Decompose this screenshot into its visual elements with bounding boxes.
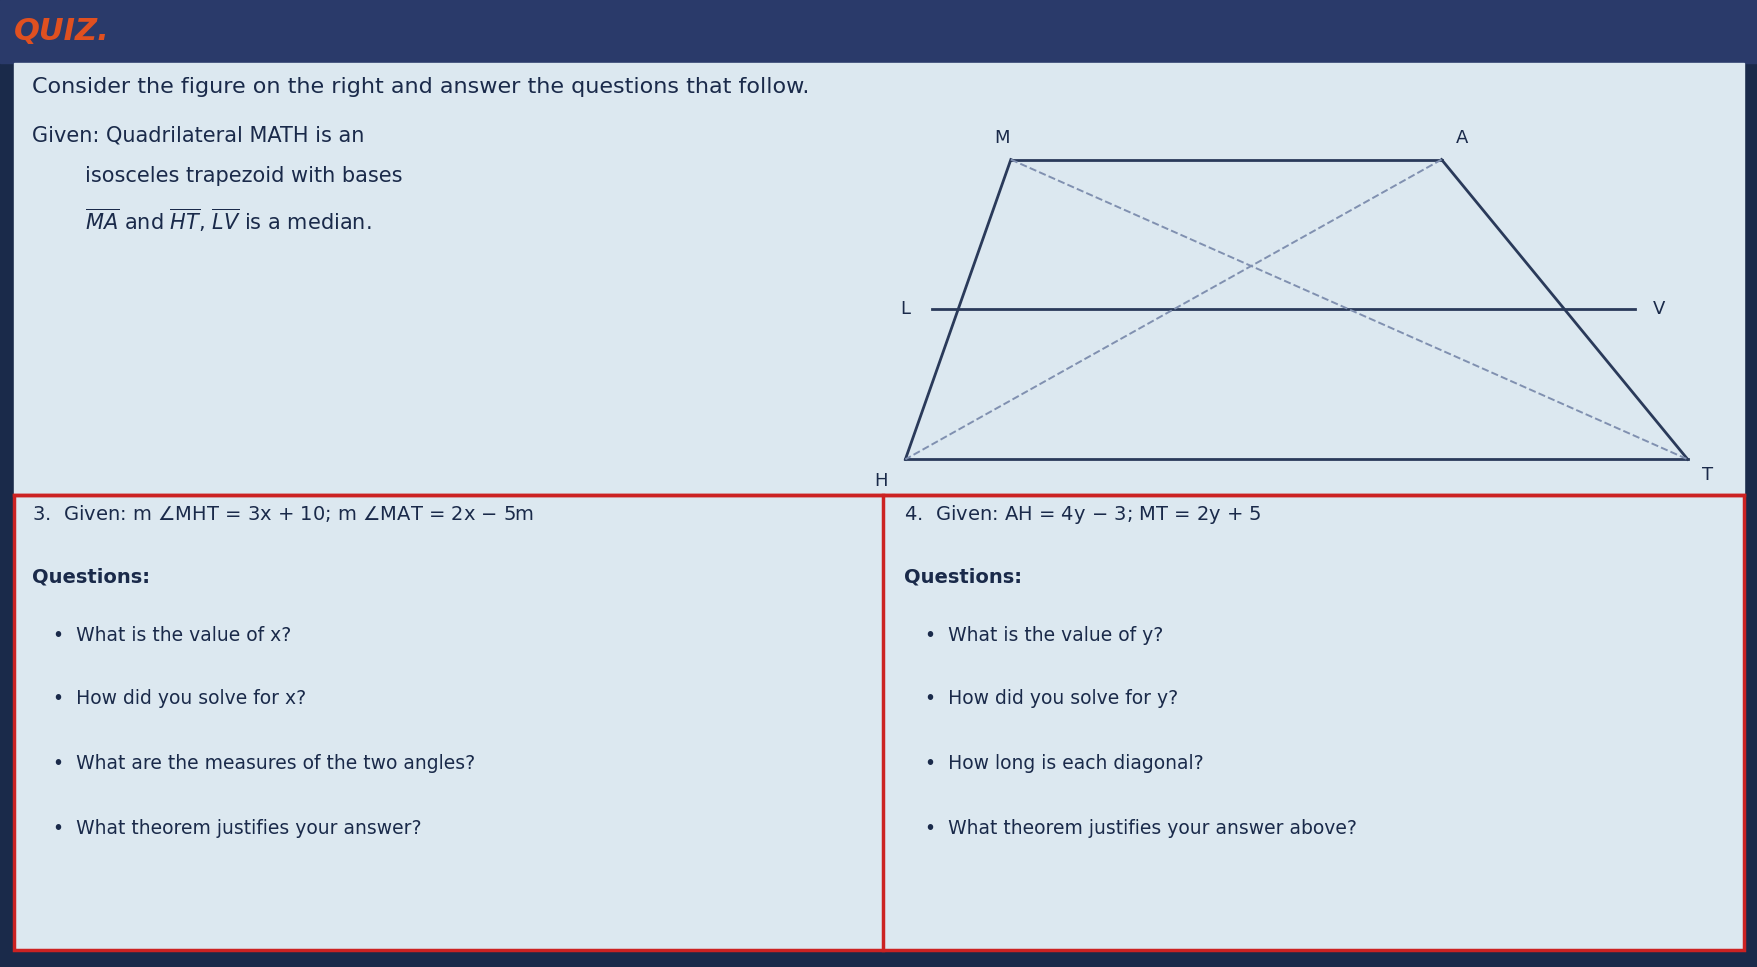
Bar bbox=[14, 495, 1743, 950]
Text: QUIZ.: QUIZ. bbox=[14, 17, 109, 46]
Text: V: V bbox=[1652, 301, 1664, 318]
Text: H: H bbox=[873, 472, 887, 490]
Text: Consider the figure on the right and answer the questions that follow.: Consider the figure on the right and ans… bbox=[32, 77, 808, 98]
Text: M: M bbox=[994, 129, 1009, 147]
Text: •  What are the measures of the two angles?: • What are the measures of the two angle… bbox=[53, 754, 474, 774]
Text: isosceles trapezoid with bases: isosceles trapezoid with bases bbox=[32, 166, 402, 187]
Text: •  What theorem justifies your answer above?: • What theorem justifies your answer abo… bbox=[924, 819, 1356, 838]
Text: Questions:: Questions: bbox=[903, 568, 1021, 587]
Text: •  How long is each diagonal?: • How long is each diagonal? bbox=[924, 754, 1202, 774]
Text: L: L bbox=[900, 301, 910, 318]
Text: •  What theorem justifies your answer?: • What theorem justifies your answer? bbox=[53, 819, 422, 838]
Text: 4.  Given: AH = 4y $-$ 3; MT = 2y + 5: 4. Given: AH = 4y $-$ 3; MT = 2y + 5 bbox=[903, 503, 1260, 526]
Text: •  How did you solve for y?: • How did you solve for y? bbox=[924, 689, 1177, 708]
Text: •  What is the value of y?: • What is the value of y? bbox=[924, 626, 1163, 645]
Text: Questions:: Questions: bbox=[32, 568, 149, 587]
Text: •  What is the value of x?: • What is the value of x? bbox=[53, 626, 292, 645]
Text: •  How did you solve for x?: • How did you solve for x? bbox=[53, 689, 306, 708]
Text: $\overline{MA}$ and $\overline{HT}$, $\overline{LV}$ is a median.: $\overline{MA}$ and $\overline{HT}$, $\o… bbox=[32, 207, 371, 234]
Text: 3.  Given: m $\angle$MHT = 3x + 10; m $\angle$MAT = 2x $-$ 5m: 3. Given: m $\angle$MHT = 3x + 10; m $\a… bbox=[32, 503, 534, 524]
Text: A: A bbox=[1455, 129, 1467, 147]
Text: T: T bbox=[1701, 465, 1711, 484]
Text: Given: Quadrilateral MATH is an: Given: Quadrilateral MATH is an bbox=[32, 126, 364, 146]
Bar bbox=[0, 0, 1757, 63]
